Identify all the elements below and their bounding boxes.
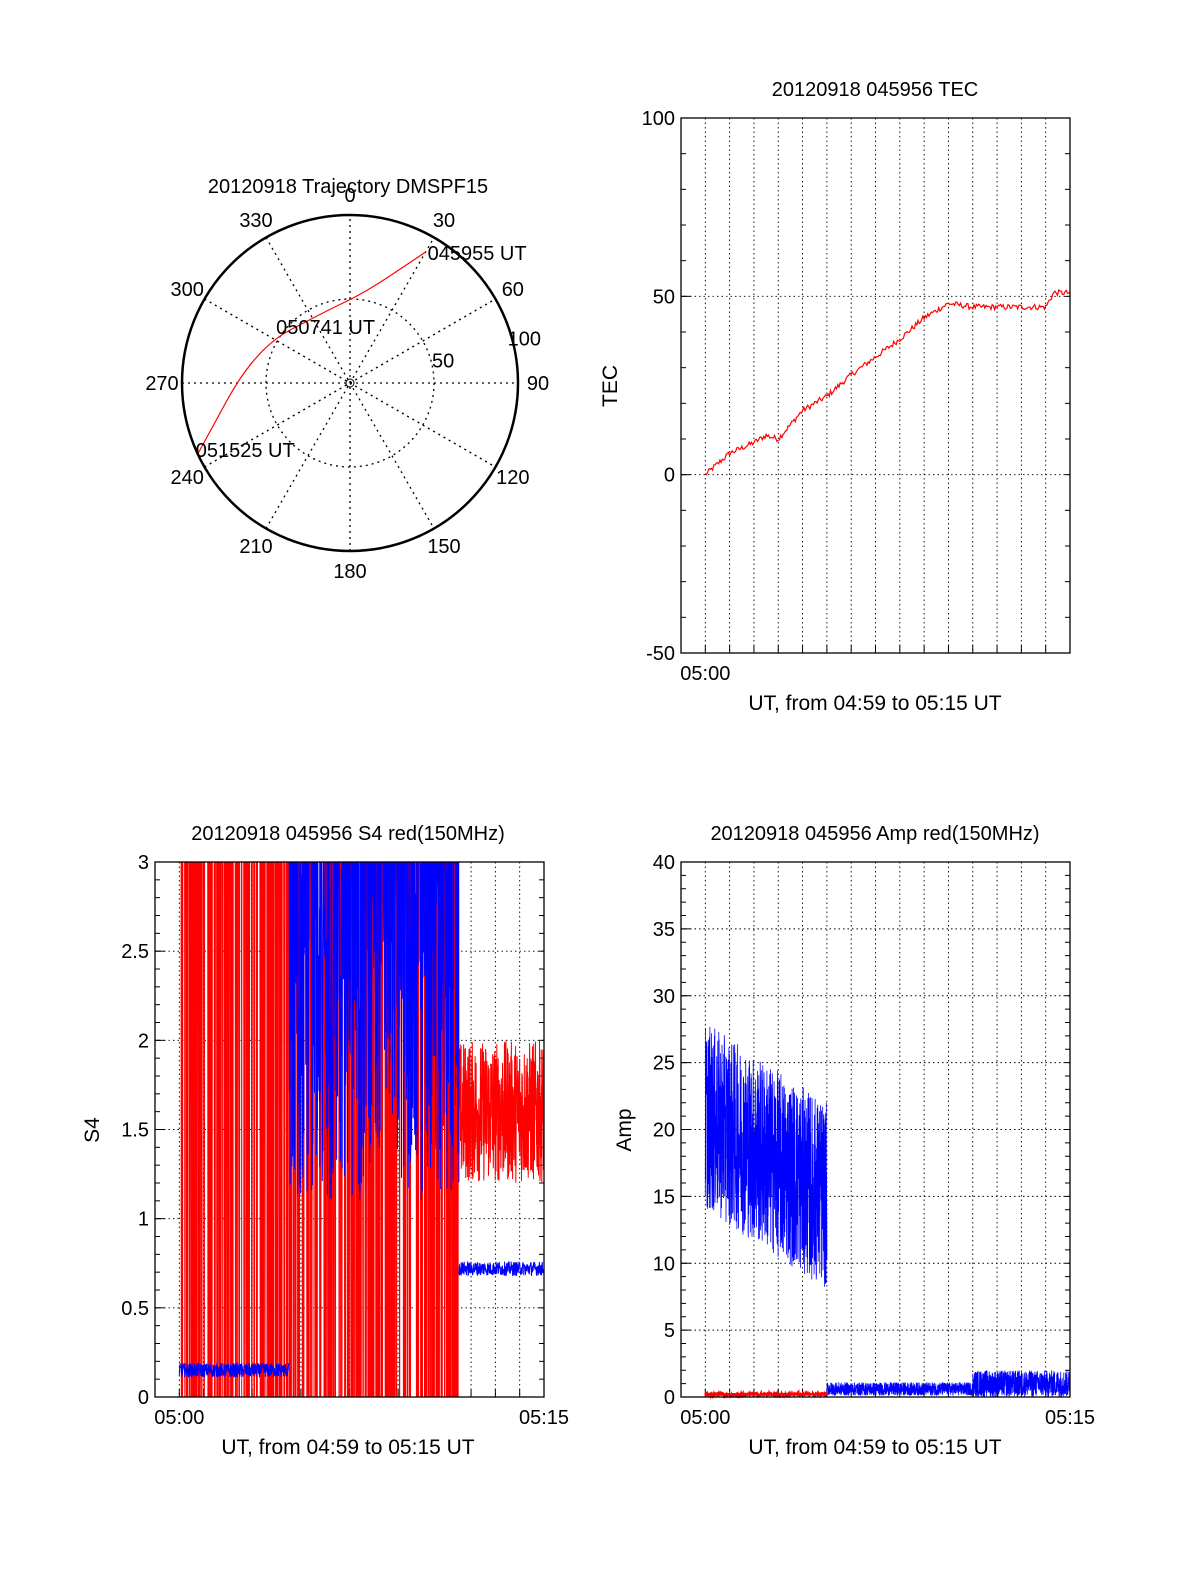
- polar-grid: [180, 213, 520, 553]
- amp-plot: 20120918 045956 Amp red(150MHz) UT, from…: [613, 823, 1095, 1459]
- y-tick-label: 3: [138, 852, 149, 874]
- polar-radius-label: 50: [432, 350, 454, 372]
- amp-blue-line: [826, 1381, 974, 1397]
- polar-angle-label: 210: [239, 536, 272, 558]
- y-tick-label: 40: [653, 852, 675, 874]
- y-tick-label: 1.5: [121, 1120, 149, 1142]
- y-tick-label: 25: [653, 1053, 675, 1075]
- trajectory-title: 20120918 Trajectory DMSPF15: [208, 176, 488, 198]
- x-tick-label: 05:15: [1045, 1407, 1095, 1429]
- y-tick-label: 35: [653, 919, 675, 941]
- y-tick-label: 10: [653, 1253, 675, 1275]
- x-tick-label: 05:00: [154, 1407, 204, 1429]
- s4-blue-line: [458, 1260, 545, 1277]
- tec-xlabel: UT, from 04:59 to 05:15 UT: [748, 692, 1001, 715]
- tec-ylabel: TEC: [599, 365, 622, 407]
- plot-frame: [680, 861, 1071, 1398]
- y-tick-label: -50: [646, 643, 675, 665]
- polar-angle-label: 90: [527, 373, 549, 395]
- x-tick-label: 05:00: [680, 1407, 730, 1429]
- y-tick-label: 0: [664, 465, 675, 487]
- amp-red-line: [704, 1389, 828, 1400]
- y-tick-label: 30: [653, 986, 675, 1008]
- s4-xlabel: UT, from 04:59 to 05:15 UT: [221, 1436, 474, 1459]
- y-tick-label: 5: [664, 1320, 675, 1342]
- y-tick-label: 20: [653, 1120, 675, 1142]
- polar-angle-label: 270: [145, 373, 178, 395]
- plot-frame: [680, 117, 1071, 654]
- s4-red-line: [458, 1040, 545, 1184]
- polar-radius-label: 100: [508, 329, 541, 351]
- y-tick-label: 1: [138, 1209, 149, 1231]
- y-tick-label: 2.5: [121, 941, 149, 963]
- polar-angle-label: 30: [433, 210, 455, 232]
- x-tick-label: 05:15: [519, 1407, 569, 1429]
- plot-frame: [154, 861, 545, 1398]
- polar-angle-label: 60: [502, 279, 524, 301]
- s4-plot: 20120918 045956 S4 red(150MHz) UT, from …: [81, 823, 569, 1459]
- y-tick-label: 100: [642, 108, 675, 130]
- tec-title: 20120918 045956 TEC: [772, 79, 978, 101]
- tec-series-line: [704, 288, 1071, 476]
- amp-title: 20120918 045956 Amp red(150MHz): [710, 823, 1039, 845]
- s4-plot-body: 3 2.5 2 1.5 1 0.5 005:00 05:15: [121, 852, 569, 1429]
- amp-blue-line: [704, 1026, 828, 1287]
- trajectory-time-label: 050741 UT: [276, 317, 375, 339]
- amp-ylabel: Amp: [613, 1108, 636, 1151]
- amp-series-group: [704, 1026, 1071, 1400]
- y-tick-label: 0: [664, 1387, 675, 1409]
- trajectory-polar-plot: 20120918 Trajectory DMSPF15 0 30 60 90 120 15…: [145, 176, 549, 583]
- s4-title: 20120918 045956 S4 red(150MHz): [191, 823, 505, 845]
- amp-xlabel: UT, from 04:59 to 05:15 UT: [748, 1436, 1001, 1459]
- polar-angle-labels: 0 30 60 90 120 150 180 210 240 270 300 330: [145, 185, 549, 583]
- y-tick-label: 2: [138, 1030, 149, 1052]
- polar-radius-labels: 50 100: [432, 329, 541, 373]
- y-tick-label: 15: [653, 1186, 675, 1208]
- tec-plot: 20120918 045956 TEC UT, from 04:59 to 05…: [599, 79, 1071, 715]
- amp-plot-body: 40 35 30 25 20 15 10 5 005:00 05:15: [653, 852, 1095, 1429]
- s4-ylabel: S4: [81, 1117, 104, 1143]
- polar-angle-label: 180: [333, 561, 366, 583]
- x-tick-label: 05:00: [680, 663, 730, 685]
- polar-angle-label: 120: [496, 467, 529, 489]
- polar-angle-label: 150: [427, 536, 460, 558]
- s4-blue-line: [178, 1361, 290, 1378]
- y-tick-label: 50: [653, 286, 675, 308]
- y-tick-label: 0: [138, 1387, 149, 1409]
- amp-blue-line: [972, 1369, 1071, 1398]
- trajectory-path: 045955 UT 050741 UT 051525 UT: [196, 243, 527, 462]
- y-tick-label: 0.5: [121, 1298, 149, 1320]
- polar-angle-label: 330: [239, 210, 272, 232]
- trajectory-time-label: 051525 UT: [196, 440, 295, 462]
- trajectory-line: [197, 251, 426, 455]
- trajectory-time-label: 045955 UT: [428, 243, 527, 265]
- polar-angle-label: 0: [344, 185, 355, 207]
- polar-spoke: [265, 237, 435, 529]
- polar-angle-label: 240: [170, 467, 203, 489]
- polar-angle-label: 300: [170, 279, 203, 301]
